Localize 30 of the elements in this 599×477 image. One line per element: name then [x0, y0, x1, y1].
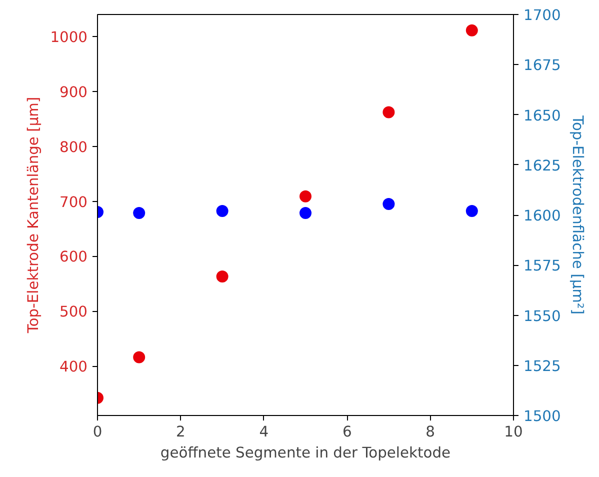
y2-tick-label: 1700	[524, 7, 561, 24]
y-tick-label: 900	[60, 84, 88, 101]
y2-axis-title: Top-Elektrodenfläche [µm²]	[568, 114, 586, 315]
y2-tick-label: 1625	[524, 157, 561, 174]
x-axis-title: geöffnete Segmente in der Topelektode	[160, 444, 451, 462]
y2-tick-label: 1500	[524, 408, 561, 425]
x-tick-label: 0	[92, 424, 102, 440]
x-tick-label: 2	[176, 424, 186, 440]
point	[382, 106, 395, 118]
y-tick-label: 500	[60, 304, 88, 321]
point	[216, 270, 228, 283]
y-tick-label: 700	[60, 194, 88, 211]
y2-tick-label: 1650	[524, 107, 561, 124]
x-tick-label: 6	[342, 424, 352, 440]
point	[300, 190, 312, 202]
y-tick-label: 1000	[50, 28, 88, 46]
y2-tick-label: 1525	[524, 358, 561, 375]
y2-tick-label: 1600	[524, 208, 561, 224]
point	[133, 351, 146, 364]
y2-tick-label: 1550	[524, 308, 561, 325]
y2-tick-label: 1675	[524, 57, 561, 74]
x-tick-label: 8	[426, 424, 435, 440]
y-tick-label: 600	[60, 248, 88, 266]
y-tick-label: 800	[60, 138, 88, 156]
x-tick-label: 4	[259, 424, 269, 440]
y-axis-title: Top-Elektrode Kantenlänge [µm]	[25, 96, 42, 334]
y-tick-label: 400	[60, 358, 88, 376]
y2-tick-label: 1575	[524, 258, 561, 275]
x-tick-label: 10	[504, 424, 523, 440]
point	[466, 24, 478, 36]
